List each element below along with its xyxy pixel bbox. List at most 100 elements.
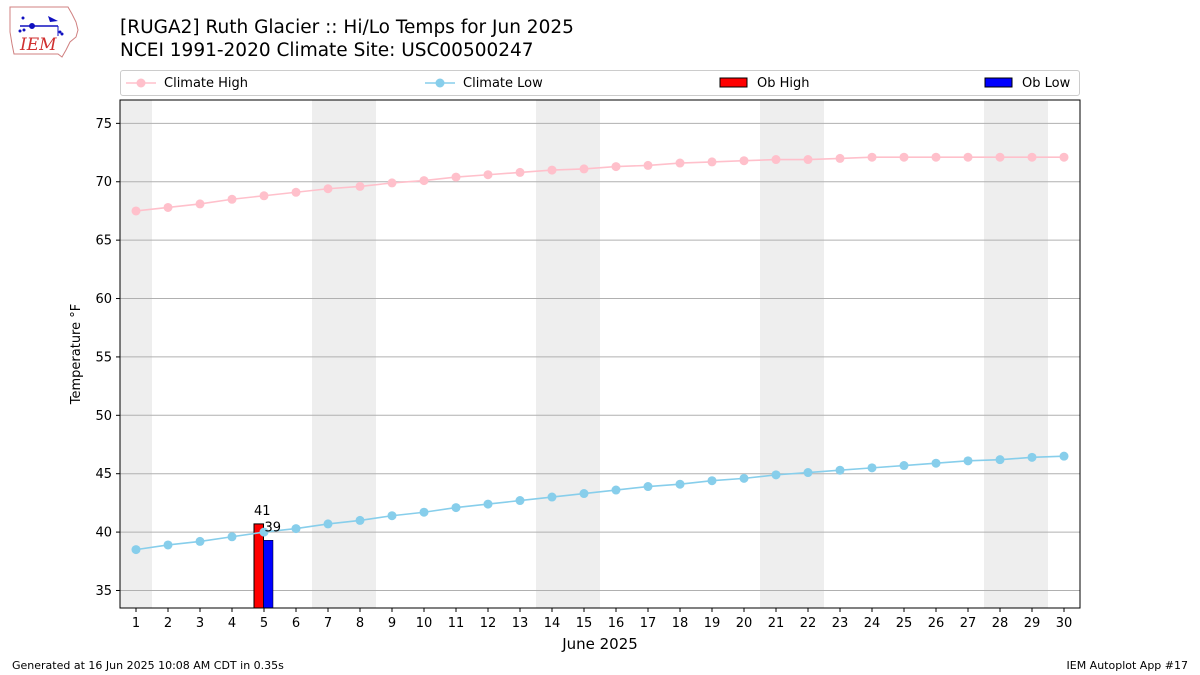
- climate-high-point: [867, 152, 877, 162]
- climate-low-point: [771, 470, 781, 480]
- x-tick-label: 28: [992, 616, 1009, 631]
- climate-low-point: [1059, 451, 1069, 461]
- x-tick-label: 17: [640, 616, 657, 631]
- x-tick-label: 15: [576, 616, 593, 631]
- x-tick-label: 1: [132, 616, 140, 631]
- x-tick-label: 5: [260, 616, 268, 631]
- iem-logo: IEM: [9, 6, 79, 58]
- x-tick-label: 11: [448, 616, 465, 631]
- climate-high-point: [963, 152, 973, 162]
- climate-high-point: [387, 178, 397, 188]
- climate-low-point: [163, 540, 173, 550]
- climate-low-point: [451, 503, 461, 513]
- x-tick-label: 16: [608, 616, 625, 631]
- climate-high-point: [451, 172, 461, 182]
- chart-title: [RUGA2] Ruth Glacier :: Hi/Lo Temps for …: [120, 17, 574, 38]
- legend-line-marker-icon: [425, 78, 455, 88]
- climate-low-point: [195, 536, 205, 546]
- climate-high-line: [135, 156, 1064, 212]
- logo-text: IEM: [19, 35, 57, 55]
- climate-low-point: [995, 455, 1005, 465]
- x-tick-label: 21: [768, 616, 785, 631]
- climate-high-point: [355, 181, 365, 191]
- climate-high-point: [195, 199, 205, 209]
- climate-high-point: [1059, 152, 1069, 162]
- climate-low-point: [259, 527, 269, 537]
- climate-low-point: [803, 468, 813, 478]
- y-tick-label: 70: [95, 175, 112, 190]
- y-tick-label: 55: [95, 350, 112, 365]
- x-tick-label: 23: [832, 616, 849, 631]
- x-tick-label: 3: [196, 616, 204, 631]
- legend-item-ob-high: Ob High: [719, 71, 810, 95]
- y-tick-label: 60: [95, 292, 112, 307]
- climate-high-point: [611, 162, 621, 172]
- y-axis: 35 40 45 50 55 60 65 70 75: [95, 117, 120, 599]
- y-tick-label: 40: [95, 526, 112, 541]
- climate-low-point: [291, 524, 301, 534]
- climate-high-point: [419, 176, 429, 186]
- y-tick-label: 65: [95, 234, 112, 249]
- y-tick-label: 75: [95, 117, 112, 132]
- x-axis: 1 2 3 4 5 6 7 8 9 10 11 12 13 14 15 16 17 18 19 20 21 22 23 24 2…: [132, 608, 1072, 631]
- x-tick-label: 4: [228, 616, 236, 631]
- climate-low-point: [227, 532, 237, 542]
- climate-low-point: [323, 519, 333, 529]
- x-tick-label: 14: [544, 616, 561, 631]
- climate-low-point: [707, 476, 717, 486]
- climate-high-point: [995, 152, 1005, 162]
- climate-low-line: [135, 455, 1065, 551]
- weekend-band: [312, 100, 376, 608]
- climate-high-point: [835, 153, 845, 163]
- ob-high-label: 41: [254, 504, 271, 519]
- climate-high-point: [899, 152, 909, 162]
- climate-low-point: [931, 458, 941, 468]
- generated-timestamp: Generated at 16 Jun 2025 10:08 AM CDT in…: [12, 659, 284, 672]
- legend-item-ob-low: Ob Low: [984, 71, 1070, 95]
- x-tick-label: 13: [512, 616, 529, 631]
- y-tick-label: 50: [95, 409, 112, 424]
- climate-high-point: [771, 155, 781, 165]
- x-tick-label: 2: [164, 616, 172, 631]
- x-tick-label: 19: [704, 616, 721, 631]
- climate-high-point: [1027, 152, 1037, 162]
- climate-high-point: [579, 164, 589, 174]
- climate-high-point: [323, 184, 333, 194]
- y-tick-label: 35: [95, 584, 112, 599]
- weekend-band: [120, 100, 152, 608]
- legend-item-climate-high: Climate High: [126, 71, 248, 95]
- weekend-band: [760, 100, 824, 608]
- climate-low-point: [547, 492, 557, 502]
- plot-frame: [119, 99, 1081, 609]
- legend-label: Climate High: [164, 75, 249, 91]
- chart-subtitle: NCEI 1991-2020 Climate Site: USC00500247: [120, 40, 534, 61]
- x-tick-label: 30: [1056, 616, 1073, 631]
- weather-symbols-icon: [18, 16, 64, 36]
- x-tick-label: 25: [896, 616, 913, 631]
- climate-low-point: [1027, 452, 1037, 462]
- chart-legend: Climate High Climate Low Ob High Ob Low: [120, 70, 1080, 96]
- legend-bar-icon: [984, 77, 1013, 88]
- y-axis-label: Temperature °F: [69, 304, 84, 405]
- climate-high-point: [291, 187, 301, 197]
- climate-high-point: [675, 158, 685, 168]
- x-tick-label: 12: [480, 616, 497, 631]
- climate-low-point: [611, 485, 621, 495]
- climate-low-point: [643, 482, 653, 492]
- climate-low-point: [739, 473, 749, 483]
- climate-high-point: [483, 170, 493, 180]
- climate-low-point: [483, 499, 493, 509]
- climate-high-point: [163, 202, 173, 212]
- climate-high-point: [131, 206, 141, 216]
- x-tick-label: 9: [388, 616, 396, 631]
- x-axis-label: June 2025: [561, 635, 638, 653]
- legend-item-climate-low: Climate Low: [425, 71, 543, 95]
- climate-high-point: [739, 156, 749, 166]
- climate-low-point: [963, 456, 973, 466]
- climate-low-point: [515, 496, 525, 506]
- climate-low-point: [899, 461, 909, 471]
- ob-low-label: 39: [265, 520, 282, 535]
- climate-high-point: [803, 155, 813, 165]
- climate-high-point: [547, 165, 557, 175]
- weekend-band: [536, 100, 600, 608]
